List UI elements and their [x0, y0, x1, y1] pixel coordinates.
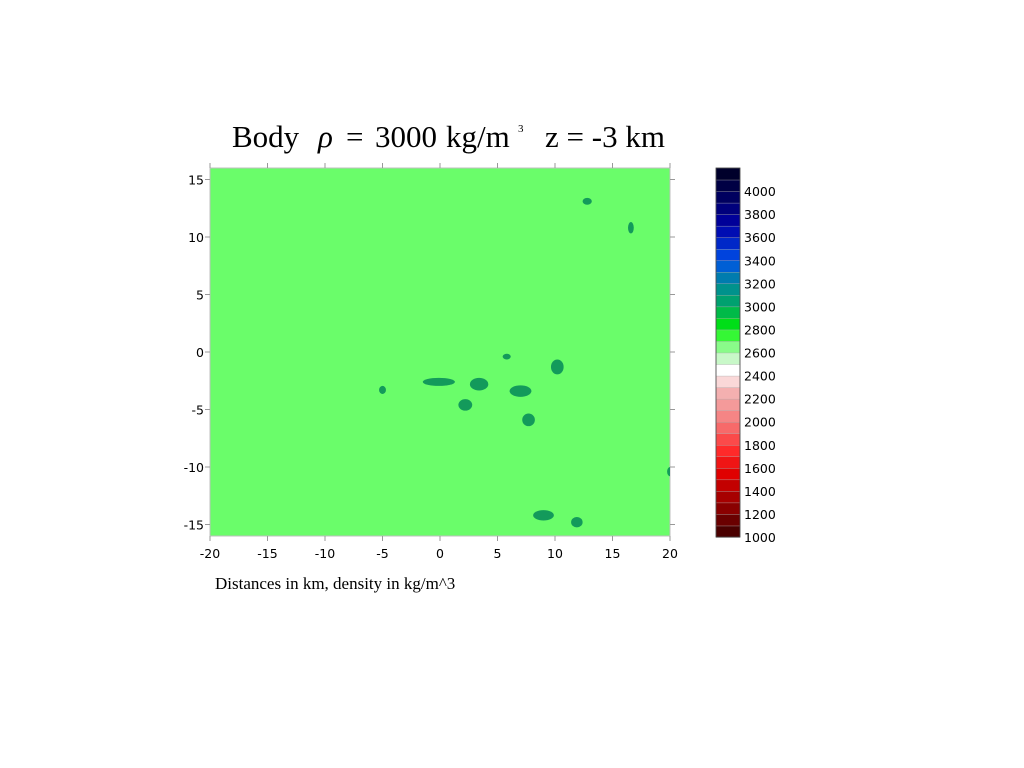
colorbar-label: 2000 [744, 415, 776, 430]
colorbar-frame [715, 167, 741, 538]
colorbar-label: 3000 [744, 299, 776, 314]
colorbar-segment [715, 329, 741, 342]
anomaly-blob [502, 353, 511, 360]
colorbar [715, 167, 741, 538]
colorbar-segment [715, 479, 741, 492]
colorbar-segment [715, 294, 741, 308]
x-axis: -20 -15 -10 -5 0 5 10 15 20 [200, 163, 678, 561]
colorbar-label: 3800 [744, 207, 776, 222]
colorbar-label: 1200 [744, 507, 776, 522]
colorbar-segment [715, 467, 741, 481]
colorbar-label: 1800 [744, 438, 776, 453]
title-word: Body [232, 119, 300, 154]
colorbar-segment [715, 179, 741, 192]
title-depth: z = -3 km [545, 119, 665, 154]
chart-caption: Distances in km, density in kg/m^3 [215, 574, 455, 593]
anomaly-blob [582, 197, 592, 205]
colorbar-segment [715, 398, 741, 411]
title-equals: = [346, 119, 363, 154]
colorbar-segment [715, 202, 741, 215]
y-tick-label: -10 [184, 460, 204, 475]
anomaly-blob [422, 377, 455, 386]
anomaly-group [379, 197, 670, 528]
colorbar-segment [715, 225, 741, 238]
colorbar-segment [715, 409, 741, 423]
anomaly-blob [667, 467, 670, 477]
colorbar-segment [715, 260, 741, 273]
colorbar-labels: 4000 3800 3600 3400 3200 3000 2800 2600 2400 2200… [744, 184, 776, 545]
colorbar-segment [715, 340, 741, 354]
colorbar-segment [715, 248, 741, 261]
y-tick-label: -15 [184, 518, 204, 533]
colorbar-segment [715, 444, 741, 457]
colorbar-segment [715, 513, 741, 527]
colorbar-segment [715, 283, 741, 296]
colorbar-label: 2800 [744, 322, 776, 337]
colorbar-segment [715, 456, 741, 469]
anomaly-blob [571, 517, 583, 528]
colorbar-label: 1000 [744, 530, 776, 545]
anomaly-blob [509, 385, 532, 397]
colorbar-label: 2600 [744, 346, 776, 361]
anomaly-blob [550, 359, 564, 375]
colorbar-label: 3600 [744, 230, 776, 245]
title-exponent: 3 [518, 123, 524, 135]
colorbar-segment [715, 317, 741, 331]
colorbar-segment [715, 375, 741, 388]
title-value: 3000 [375, 119, 437, 154]
y-tick-label: 5 [196, 288, 204, 303]
x-tick-label: -10 [315, 546, 335, 561]
anomaly-blob [522, 413, 535, 427]
colorbar-segment [715, 421, 741, 434]
colorbar-segment [715, 306, 741, 319]
x-tick-label: 20 [662, 546, 678, 561]
anomaly-blob [458, 399, 473, 411]
title-symbol: ρ [317, 119, 333, 154]
colorbar-segment [715, 502, 741, 515]
chart-title: Body ρ = 3000 kg/m 3 z = -3 km [232, 104, 665, 154]
colorbar-label: 2200 [744, 392, 776, 407]
colorbar-label: 1600 [744, 461, 776, 476]
colorbar-segment [715, 386, 741, 400]
x-tick-label: -15 [257, 546, 277, 561]
y-tick-label: 10 [188, 230, 204, 245]
colorbar-label: 3200 [744, 276, 776, 291]
colorbar-segment [715, 236, 741, 250]
colorbar-segment [715, 363, 741, 377]
colorbar-segment [715, 190, 741, 204]
title-unit: kg/m [446, 119, 510, 154]
x-tick-label: 0 [436, 546, 444, 561]
x-tick-label: -5 [376, 546, 388, 561]
colorbar-segment [715, 167, 741, 181]
y-tick-label: 15 [188, 173, 204, 188]
anomaly-blob [533, 510, 554, 521]
y-tick-label: 0 [196, 345, 204, 360]
colorbar-segment [715, 352, 741, 365]
colorbar-segment [715, 525, 741, 538]
anomaly-blob [628, 222, 634, 234]
colorbar-segment [715, 271, 741, 285]
colorbar-label: 2400 [744, 369, 776, 384]
colorbar-label: 4000 [744, 184, 776, 199]
x-tick-label: 15 [605, 546, 621, 561]
x-tick-label: -20 [200, 546, 220, 561]
anomaly-blob [379, 385, 386, 394]
y-axis: 15 10 5 0 -5 -10 -15 [184, 173, 675, 533]
colorbar-segment [715, 213, 741, 227]
x-tick-label: 10 [547, 546, 563, 561]
colorbar-label: 1400 [744, 484, 776, 499]
colorbar-segment [715, 433, 741, 446]
y-tick-label: -5 [192, 403, 204, 418]
plot-area [209, 167, 671, 537]
x-tick-label: 5 [494, 546, 502, 561]
colorbar-label: 3400 [744, 253, 776, 268]
colorbar-segment [715, 490, 741, 504]
anomaly-blob [469, 377, 489, 391]
